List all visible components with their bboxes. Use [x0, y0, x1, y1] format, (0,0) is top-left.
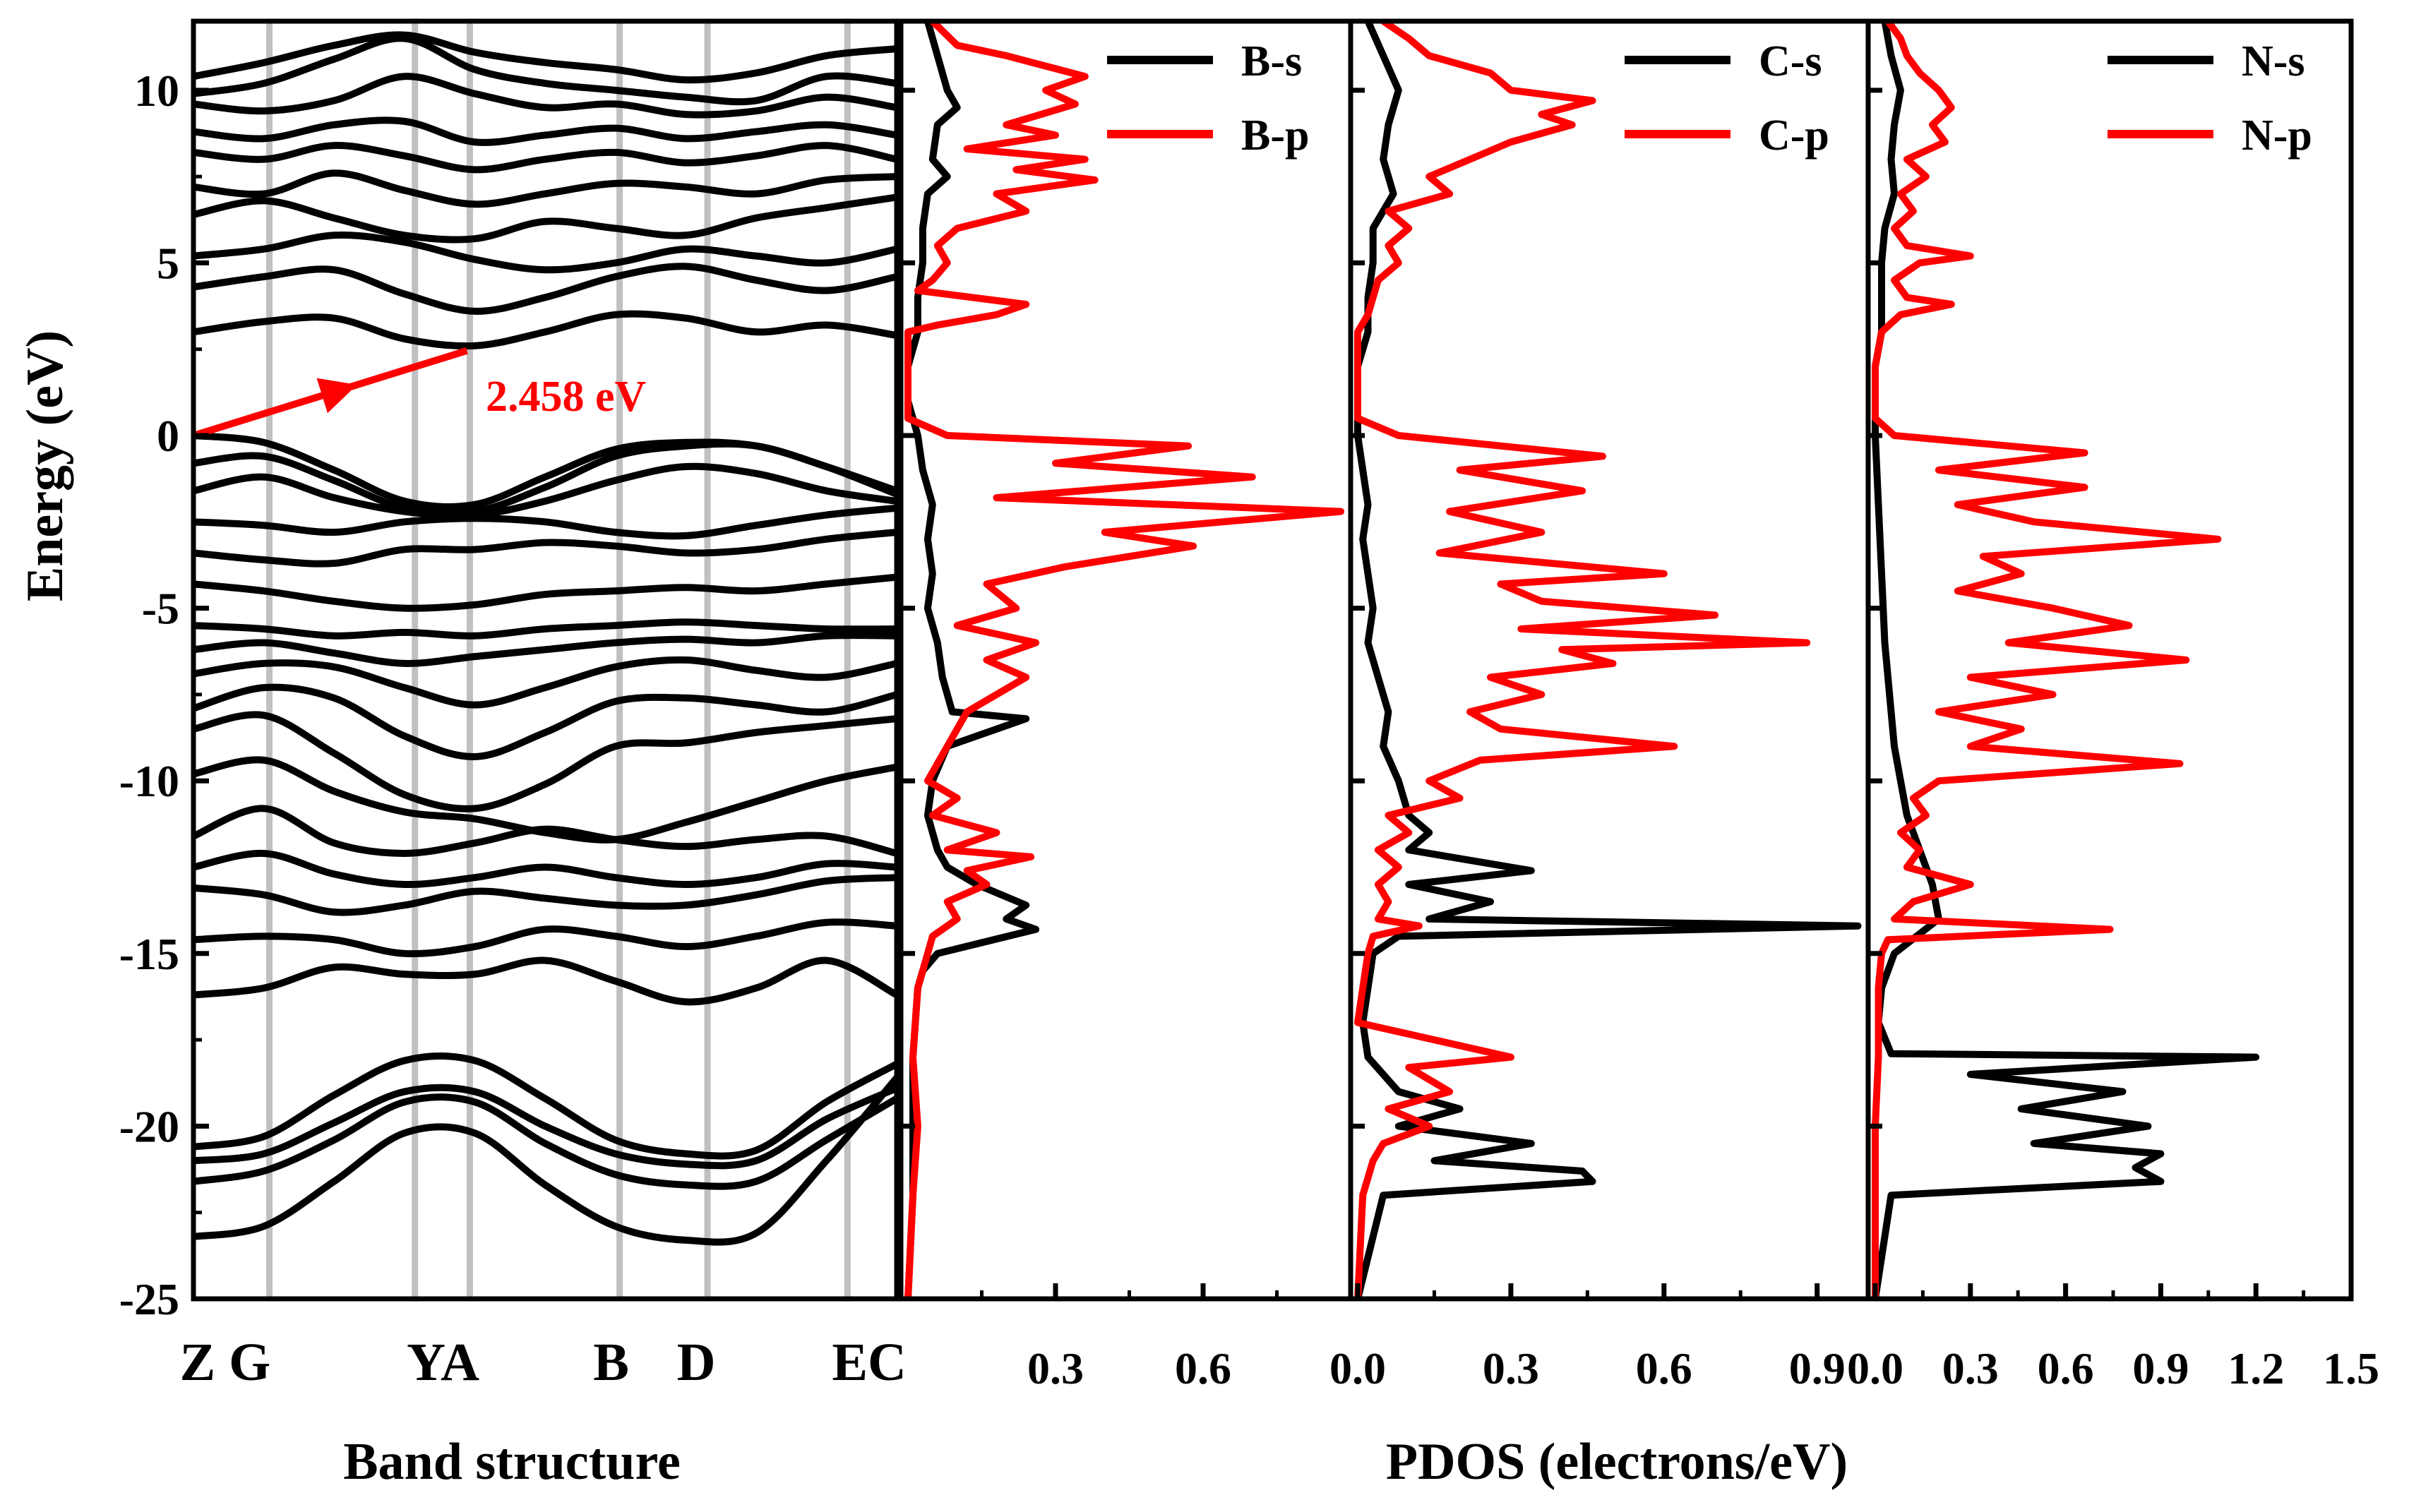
- band-29: [193, 73, 897, 119]
- kpoint-label: Z G: [179, 1333, 270, 1392]
- y-tick-label: -5: [142, 584, 179, 634]
- y-tick-label: -15: [119, 929, 179, 979]
- x-tick-label: 0.3: [1942, 1343, 1999, 1393]
- legend-label-C-s: C-s: [1759, 37, 1822, 85]
- band-7: [193, 874, 897, 916]
- x-tick-label: 0.6: [1636, 1343, 1692, 1393]
- x-tick-label: 0.0: [1329, 1343, 1386, 1393]
- pdos-series-C-p: [1354, 18, 1811, 1300]
- y-axis-title: Energy (eV): [16, 330, 74, 601]
- x-tick-label: 0.9: [1789, 1343, 1846, 1393]
- band-frame: [191, 18, 899, 1302]
- band-27: [193, 142, 898, 174]
- band-16: [193, 573, 897, 612]
- band-1: [193, 1075, 899, 1246]
- band-17: [193, 529, 897, 568]
- pdos-3-frame: [1865, 18, 2354, 1302]
- band-25: [192, 193, 897, 244]
- y-tick-label: -25: [119, 1274, 179, 1324]
- x-tick-label: 1.5: [2323, 1343, 2379, 1393]
- band-4: [193, 1052, 899, 1160]
- band-5: [193, 956, 899, 1006]
- band-3: [193, 1084, 899, 1170]
- y-tick-label: 0: [157, 411, 179, 461]
- pdos-series-C-s: [1354, 19, 1862, 1300]
- pdos-series-N-p: [1872, 19, 2222, 1299]
- band-19: [192, 462, 897, 520]
- x-tick-label: 0.9: [2132, 1343, 2189, 1393]
- band-21: [193, 432, 898, 510]
- pdos-series-B-p: [904, 18, 1345, 1300]
- band-23: [193, 263, 898, 315]
- band-14: [193, 632, 897, 667]
- band-11: [192, 711, 897, 812]
- y-tick-label: 10: [134, 66, 179, 116]
- band-8: [192, 849, 897, 889]
- kpoint-label: B: [593, 1333, 629, 1392]
- legend-label-N-p: N-p: [2242, 112, 2312, 160]
- band-13: [193, 656, 898, 709]
- band-31: [193, 31, 897, 84]
- band-10: [192, 756, 897, 844]
- band-15: [193, 618, 897, 640]
- pdos-x-axis-title: PDOS (electrons/eV): [1386, 1433, 1848, 1491]
- x-tick-label: 0.6: [1175, 1343, 1231, 1393]
- band-x-axis-title: Band structure: [343, 1433, 681, 1491]
- pdos-carbon-panel: 0.0 0.3 0.6 0.9 C-s C-p: [1329, 18, 1871, 1393]
- y-tick-label: 5: [157, 238, 179, 288]
- kpoint-label: YA: [407, 1333, 479, 1392]
- band-6: [193, 918, 897, 958]
- band-24: [193, 232, 898, 274]
- band-12: [192, 683, 898, 760]
- pdos-series-N-s: [1872, 20, 2260, 1300]
- band-structure-panel: 2.458 eV 10 5 0 -5 -10 -15 -20 -25Z G YA B D EC: [119, 18, 907, 1392]
- legend-label-N-s: N-s: [2242, 37, 2305, 85]
- y-tick-label: -20: [119, 1101, 179, 1151]
- x-tick-label: 0.3: [1483, 1343, 1539, 1393]
- x-tick-label: 0.0: [1847, 1343, 1903, 1393]
- legend-label-B-p: B-p: [1241, 112, 1309, 160]
- band-gap-label: 2.458 eV: [486, 373, 647, 421]
- band-26: [193, 169, 897, 208]
- x-tick-label: 1.2: [2228, 1343, 2284, 1393]
- pdos-1-frame: [898, 18, 1353, 1302]
- kpoint-label: D: [677, 1333, 716, 1392]
- pdos-series-B-s: [904, 20, 1040, 1300]
- band-28: [193, 116, 897, 146]
- legend-label-C-p: C-p: [1759, 112, 1829, 160]
- pdos-nitrogen-panel: 0.0 0.3 0.6 0.9 1.2 1.5 N-s N-p: [1847, 18, 2379, 1393]
- band-2: [193, 1093, 899, 1190]
- band-18: [193, 504, 897, 540]
- legend-label-B-s: B-s: [1241, 37, 1302, 85]
- band-30: [193, 35, 897, 106]
- band-gap-arrowhead: [316, 378, 357, 414]
- x-tick-label: 0.3: [1027, 1343, 1084, 1393]
- x-tick-label: 0.6: [2038, 1343, 2094, 1393]
- y-tick-label: -10: [119, 756, 179, 806]
- kpoint-label: EC: [832, 1333, 907, 1392]
- pdos-boron-panel: 0.3 0.6 B-s B-p: [898, 18, 1353, 1393]
- band-22: [193, 310, 897, 350]
